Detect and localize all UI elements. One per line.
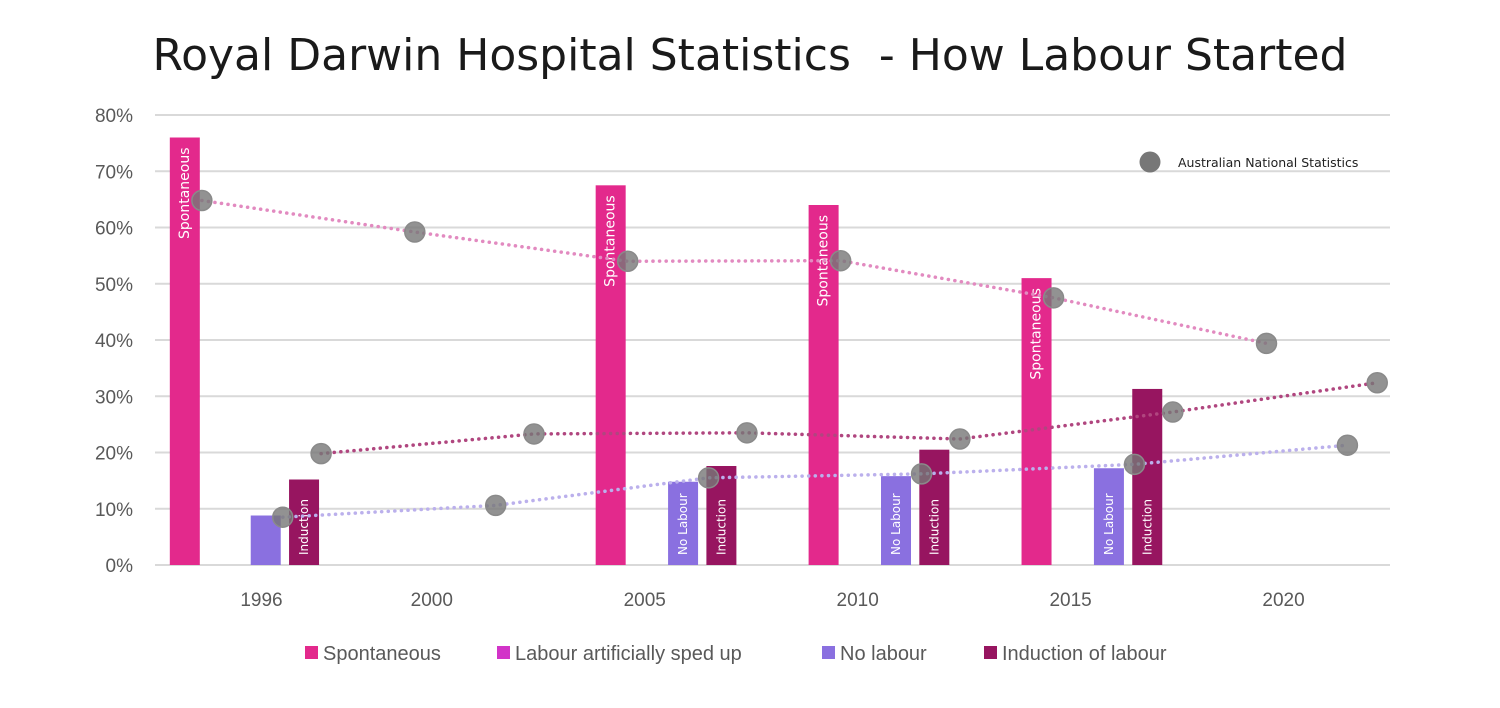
national-marker xyxy=(191,189,213,212)
national-marker xyxy=(910,463,933,485)
bar-label: Induction xyxy=(1140,499,1154,555)
legend-swatch xyxy=(497,646,510,659)
chart-title: Royal Darwin Hospital Statistics - How L… xyxy=(152,30,1348,81)
bar-label: Spontaneous xyxy=(603,195,619,287)
x-tick-label: 2020 xyxy=(1262,590,1304,611)
y-axis-labels: 0% 10% 20% 30% 40% 50% 60% 70% 80% xyxy=(95,106,133,577)
national-line xyxy=(319,381,1379,456)
bar-label: Induction xyxy=(714,499,728,555)
legend-label: Spontaneous xyxy=(323,643,441,665)
bar xyxy=(169,137,200,565)
national-marker xyxy=(616,250,639,272)
legend-swatch xyxy=(305,646,318,659)
y-tick-label: 80% xyxy=(95,106,133,127)
bar xyxy=(668,481,699,565)
x-tick-label: 1996 xyxy=(240,590,282,611)
x-tick-label: 2015 xyxy=(1049,590,1091,611)
national-marker xyxy=(1162,401,1184,423)
national-marker xyxy=(310,442,332,465)
national-marker xyxy=(1336,434,1359,456)
national-marker xyxy=(404,221,426,243)
national-marker xyxy=(1366,372,1388,394)
bar-label: No Labour xyxy=(1102,493,1116,555)
y-tick-label: 10% xyxy=(95,500,133,521)
national-marker xyxy=(736,422,758,444)
national-marker xyxy=(829,249,852,272)
y-tick-label: 30% xyxy=(95,387,133,408)
national-line xyxy=(200,198,1269,346)
bar xyxy=(1021,278,1052,565)
national-marker xyxy=(484,494,507,517)
bar xyxy=(289,479,320,565)
bar-label: Spontaneous xyxy=(177,148,193,240)
bar xyxy=(595,185,626,565)
legend-label: Induction of labour xyxy=(1002,643,1167,665)
legend-swatch xyxy=(822,646,835,659)
x-tick-label: 2010 xyxy=(837,590,879,611)
bar-label: Spontaneous xyxy=(1029,288,1045,380)
national-marker xyxy=(272,506,294,528)
bar xyxy=(1093,468,1124,565)
national-marker xyxy=(949,428,971,450)
x-tick-label: 2005 xyxy=(624,590,666,611)
x-axis-labels: 1996 2000 2005 2010 2015 2020 xyxy=(240,590,1304,611)
y-tick-label: 70% xyxy=(95,162,133,183)
national-line xyxy=(281,443,1350,519)
bar-label: No Labour xyxy=(676,493,690,555)
legend-label: Labour artificially sped up xyxy=(515,643,742,665)
national-key-label: Australian National Statistics xyxy=(1178,155,1358,170)
national-marker xyxy=(1123,453,1146,476)
y-tick-label: 50% xyxy=(95,275,133,296)
national-marker xyxy=(1255,332,1278,355)
legend: Spontaneous Labour artificially sped up No… xyxy=(305,643,1167,665)
bar-label: Induction xyxy=(297,499,311,555)
y-tick-label: 20% xyxy=(95,444,133,465)
national-key-marker xyxy=(1139,151,1161,173)
legend-swatch xyxy=(984,646,997,659)
legend-label: No labour xyxy=(840,643,927,665)
national-statistics-lines xyxy=(191,189,1388,528)
national-marker xyxy=(697,467,720,489)
x-tick-label: 2000 xyxy=(411,590,453,611)
national-marker xyxy=(1042,287,1065,309)
bar xyxy=(881,476,911,565)
bar xyxy=(1132,388,1163,565)
bar-label: Induction xyxy=(927,499,941,555)
gridlines xyxy=(155,114,1390,566)
bar-label: No Labour xyxy=(889,493,903,555)
y-tick-label: 60% xyxy=(95,219,133,240)
y-tick-label: 40% xyxy=(95,331,133,352)
national-statistics-key: Australian National Statistics xyxy=(1139,151,1358,173)
y-tick-label: 0% xyxy=(106,556,134,577)
national-marker xyxy=(523,423,545,445)
